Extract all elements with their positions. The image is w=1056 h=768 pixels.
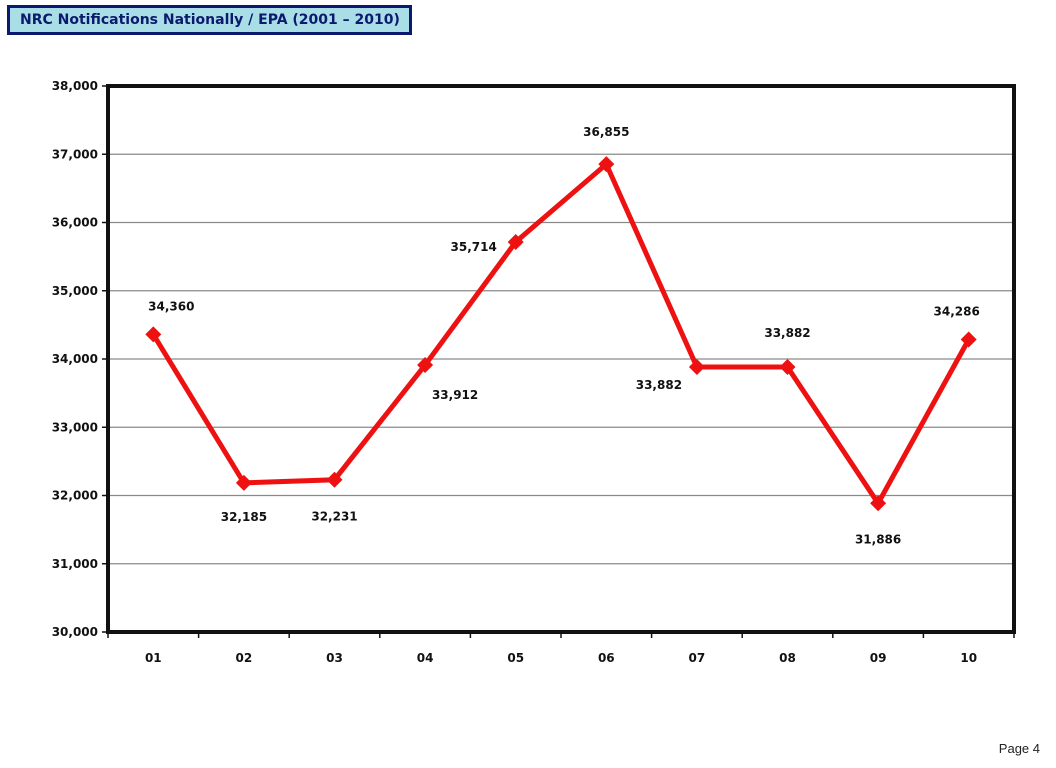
page-number: Page 4 xyxy=(998,741,1040,756)
data-point-marker xyxy=(326,471,343,488)
x-tick-label: 03 xyxy=(326,651,343,665)
data-label: 34,360 xyxy=(148,299,194,313)
series-layer xyxy=(145,156,977,512)
y-tick-label: 36,000 xyxy=(52,216,98,230)
x-tick-label: 10 xyxy=(960,651,977,665)
series-line xyxy=(151,160,971,509)
chart-title: NRC Notifications Nationally / EPA (2001… xyxy=(20,12,400,28)
y-tick-label: 34,000 xyxy=(52,352,98,366)
data-point-marker xyxy=(145,326,162,343)
y-tick-label: 35,000 xyxy=(52,284,98,298)
x-tick-label: 06 xyxy=(598,651,615,665)
x-tick-label: 01 xyxy=(145,651,162,665)
chart-title-box: NRC Notifications Nationally / EPA (2001… xyxy=(7,5,412,35)
data-label: 33,882 xyxy=(636,378,682,392)
data-label: 36,855 xyxy=(583,125,629,139)
data-label: 33,912 xyxy=(432,388,478,402)
data-point-marker xyxy=(779,359,796,376)
data-label: 33,882 xyxy=(764,326,810,340)
data-point-marker xyxy=(598,156,615,173)
x-tick-label: 02 xyxy=(236,651,253,665)
y-tick-label: 38,000 xyxy=(52,79,98,93)
x-tick-label: 09 xyxy=(870,651,887,665)
data-label: 31,886 xyxy=(855,532,901,546)
data-point-marker xyxy=(507,234,524,251)
x-tick-label: 07 xyxy=(689,651,706,665)
data-label: 35,714 xyxy=(451,240,497,254)
y-tick-label: 37,000 xyxy=(52,147,98,161)
data-point-marker xyxy=(688,359,705,376)
data-labels: 34,360 32,185 32,231 33,912 35,714 36,855 33,8… xyxy=(148,125,980,546)
y-tick-label: 32,000 xyxy=(52,489,98,503)
data-label: 32,231 xyxy=(311,510,357,524)
x-tick-label: 08 xyxy=(779,651,796,665)
data-point-marker xyxy=(960,331,977,348)
y-tick-label: 31,000 xyxy=(52,557,98,571)
data-point-marker xyxy=(417,357,434,374)
data-label: 34,286 xyxy=(934,304,980,318)
gridlines xyxy=(108,153,1014,565)
y-tick-label: 33,000 xyxy=(52,420,98,434)
x-tick-label: 04 xyxy=(417,651,434,665)
x-tick-label: 05 xyxy=(507,651,524,665)
data-label: 32,185 xyxy=(221,510,267,524)
data-point-marker xyxy=(235,474,252,491)
axes: 30,000 31,000 32,000 33,000 34,000 35,000 36,0… xyxy=(52,79,1015,665)
y-tick-label: 30,000 xyxy=(52,625,98,639)
data-point-marker xyxy=(870,495,887,512)
